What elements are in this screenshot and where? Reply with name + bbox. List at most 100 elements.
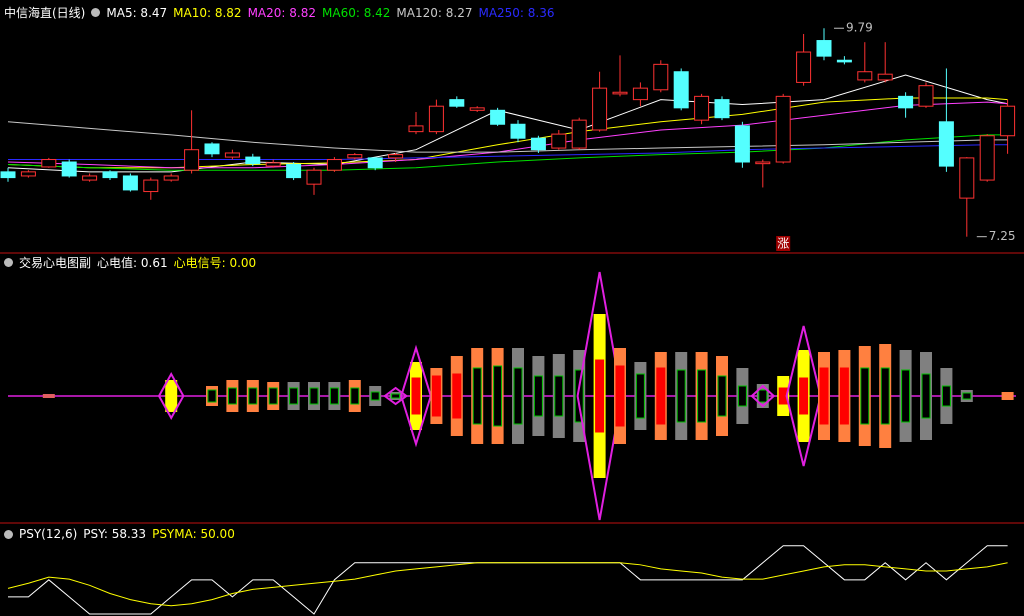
ecg-core <box>799 377 809 415</box>
legend-entry: MA5: 8.47 <box>106 5 168 20</box>
candle-body <box>163 175 179 181</box>
ecg-core <box>697 369 707 423</box>
candle-body <box>551 133 567 149</box>
chart-title: 交易心电图副 <box>19 256 92 270</box>
candle-body <box>184 149 200 171</box>
ecg-core <box>493 365 503 427</box>
candle-body <box>775 95 791 163</box>
candle-body <box>836 59 852 63</box>
chart-title: PSY(12,6) <box>19 527 78 541</box>
ecg-core <box>289 387 299 405</box>
ecg-core <box>962 392 972 400</box>
psy-line <box>7 562 1008 607</box>
candle-body <box>592 87 608 131</box>
annotation-label: 7.25 <box>989 229 1016 243</box>
candle-body <box>326 159 342 171</box>
candle-body <box>918 85 934 107</box>
ecg-core <box>329 387 339 405</box>
candle-body <box>938 121 954 167</box>
ecg-core <box>554 375 564 417</box>
ecg-core <box>839 367 849 425</box>
ecg-core <box>737 385 747 407</box>
menu-icon[interactable] <box>4 258 13 267</box>
candle-body <box>20 171 36 177</box>
ecg-core <box>431 375 441 417</box>
candle-body <box>857 71 873 81</box>
ecg-core <box>635 373 645 419</box>
candle-body <box>265 162 281 167</box>
menu-icon[interactable] <box>4 529 13 539</box>
candle-body <box>979 135 995 181</box>
ecg-core <box>350 387 360 405</box>
ma-line <box>7 74 1008 173</box>
ecg-core <box>595 359 605 433</box>
psy-line <box>8 545 1008 615</box>
candle-body <box>755 161 771 165</box>
ecg-spike <box>157 371 185 421</box>
ecg-spike <box>750 384 776 408</box>
candle-body <box>816 40 832 57</box>
candle-body <box>204 143 220 155</box>
candle-body <box>82 175 98 181</box>
candle-body <box>0 171 16 179</box>
candle-body <box>1000 105 1016 137</box>
candle-body <box>61 161 77 177</box>
ecg-header: 交易心电图副 心电值: 0.61 心电信号: 0.00 <box>4 254 256 271</box>
ecg-core <box>901 369 911 423</box>
psy-header: PSY(12,6) PSY: 58.33 PSYMA: 50.00 <box>4 527 235 541</box>
candle-body <box>122 175 138 191</box>
candle-body <box>694 95 710 121</box>
legend-entry: PSYMA: 50.00 <box>152 527 235 541</box>
candle-body <box>388 154 404 159</box>
candle-body <box>734 125 750 163</box>
annotation-label: 9.79 <box>846 21 873 35</box>
candle-body <box>469 107 485 111</box>
ecg-bar <box>1001 392 1014 400</box>
ecg-core <box>574 369 584 423</box>
price-header: 中信海直(日线) MA5: 8.47 MA10: 8.82 MA20: 8.82 MA… <box>4 4 555 21</box>
legend-entry: MA10: 8.82 <box>173 5 242 20</box>
ecg-core <box>248 387 258 405</box>
ecg-core <box>533 375 543 417</box>
candle-body <box>408 125 424 133</box>
candle-body <box>530 137 546 151</box>
menu-icon[interactable] <box>91 8 101 17</box>
ecg-core <box>452 373 462 419</box>
ma-line <box>7 101 1008 169</box>
candle-body <box>796 51 812 83</box>
ecg-core <box>309 387 319 405</box>
candle-body <box>245 156 261 165</box>
ecg-core <box>411 377 421 415</box>
chart-title: 中信海直(日线) <box>4 6 86 20</box>
candle-body <box>612 91 628 95</box>
ecg-core <box>370 391 380 401</box>
candle-body <box>898 95 914 109</box>
ecg-bar <box>165 380 178 412</box>
legend-entry: MA250: 8.36 <box>478 5 555 20</box>
legend-entry: MA120: 8.27 <box>396 5 473 20</box>
ma-line <box>7 97 1008 169</box>
candle-body <box>367 157 383 169</box>
candle-body <box>571 119 587 149</box>
ecg-core <box>758 389 768 403</box>
ecg-bar <box>42 394 55 398</box>
candle-body <box>959 157 975 199</box>
candle-body <box>41 159 57 168</box>
ecg-core <box>268 387 278 405</box>
legend-entry: MA20: 8.82 <box>247 5 316 20</box>
candle-body <box>632 87 648 101</box>
legend-entry: MA60: 8.42 <box>322 5 391 20</box>
ecg-core <box>717 375 727 417</box>
candle-body <box>449 99 465 107</box>
ecg-core <box>615 365 625 427</box>
candle-body <box>490 109 506 125</box>
candle-body <box>143 179 159 193</box>
ecg-core <box>472 367 482 425</box>
candle-body <box>224 152 240 158</box>
ecg-core <box>656 367 666 425</box>
candle-body <box>673 71 689 109</box>
candle-body <box>102 171 118 179</box>
readout: 心电值: 0.61 <box>97 256 168 270</box>
candle-body <box>306 169 322 185</box>
